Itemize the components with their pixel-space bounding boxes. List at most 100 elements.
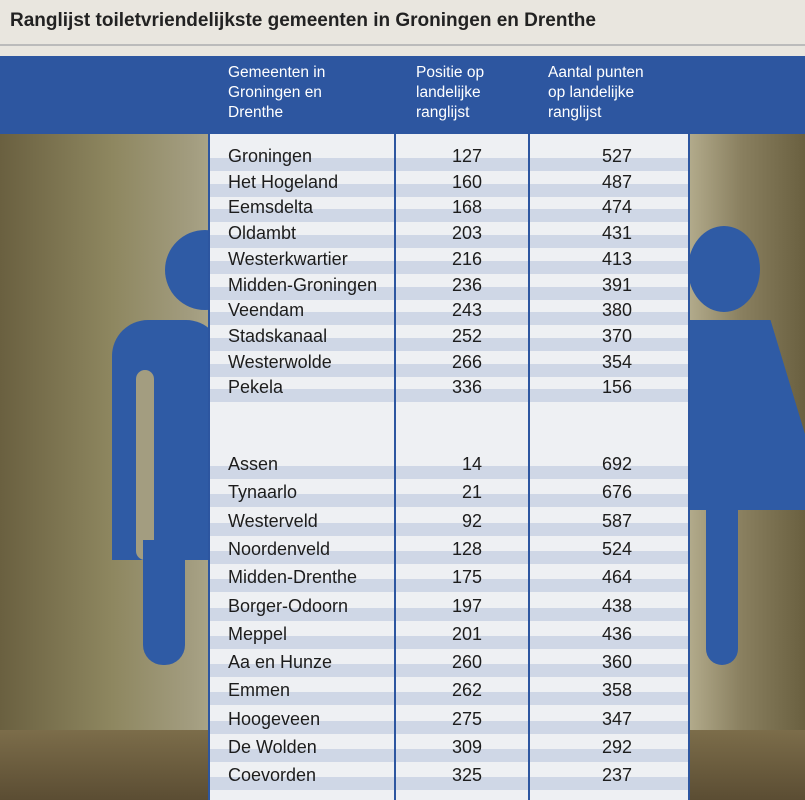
national-points: 438: [601, 595, 632, 616]
row-stripe: [210, 494, 688, 508]
row-stripe: [210, 720, 688, 734]
municipality-name: Veendam: [228, 300, 305, 321]
national-position: 243: [451, 300, 482, 321]
municipality-name: Coevorden: [228, 765, 317, 786]
man-pictogram-leg-icon: [143, 540, 185, 665]
municipality-name: Westerveld: [228, 510, 318, 531]
municipality-name: Hoogeveen: [228, 708, 321, 729]
national-points: 380: [601, 300, 632, 321]
national-position: 160: [451, 171, 482, 192]
municipality-name: Westerwolde: [228, 351, 332, 372]
table-row: Borger-Odoorn 197 438: [208, 596, 690, 622]
table-row: Aa en Hunze 260 360: [208, 652, 690, 678]
table-row: Westerkwartier 216 413: [208, 249, 690, 275]
table-row: Meppel 201 436: [208, 624, 690, 650]
national-position: 266: [451, 351, 482, 372]
national-points: 474: [601, 197, 632, 218]
municipality-name: De Wolden: [228, 737, 317, 757]
municipality-name: Midden-Drenthe: [228, 567, 358, 588]
national-position: 203: [451, 223, 482, 244]
table-row: Noordenveld 128 524: [208, 539, 690, 565]
national-points: 370: [601, 325, 632, 346]
national-points: 292: [601, 737, 632, 757]
municipality-name: Emmen: [228, 680, 291, 701]
national-points: 413: [601, 248, 632, 269]
municipality-name: Oldambt: [228, 223, 297, 244]
row-stripe: [210, 209, 688, 223]
national-points: 237: [601, 765, 632, 786]
municipality-name: Stadskanaal: [228, 325, 328, 346]
row-stripe: [210, 235, 688, 249]
national-points: 676: [601, 482, 632, 503]
table-row: Pekela 336 156: [208, 377, 690, 403]
national-position: 275: [451, 708, 482, 729]
row-stripe: [210, 777, 688, 791]
national-position: 236: [451, 274, 482, 295]
column-divider: [528, 56, 530, 800]
national-position: 175: [451, 567, 482, 588]
table-row: Tynaarlo 21 676: [208, 482, 690, 508]
table-row: Oldambt 203 431: [208, 223, 690, 249]
man-pictogram-arm-detail: [136, 370, 154, 560]
header-national-position: Positie op landelijke ranglijst: [416, 64, 485, 121]
national-position: 216: [451, 248, 482, 269]
national-points: 431: [601, 223, 632, 244]
title-divider: [0, 44, 805, 46]
municipality-name: Westerkwartier: [228, 248, 348, 269]
national-points: 436: [601, 623, 632, 644]
national-position: 197: [451, 595, 482, 616]
national-points: 347: [601, 708, 632, 729]
table-row: Westerveld 92 587: [208, 511, 690, 537]
man-pictogram-body-icon: [112, 320, 222, 560]
municipality-name: Eemsdelta: [228, 197, 314, 218]
woman-pictogram-leg-icon: [706, 505, 738, 665]
national-points: 354: [601, 351, 632, 372]
row-stripe: [210, 158, 688, 171]
row-stripe: [210, 749, 688, 762]
woman-pictogram-head-icon: [688, 226, 760, 312]
row-stripe: [210, 579, 688, 593]
header-national-points: Aantal punten op landelijke ranglijst: [548, 64, 644, 121]
ranking-table: Gemeenten in Groningen en Drenthe Positi…: [208, 56, 690, 800]
table-row: Veendam 243 380: [208, 300, 690, 326]
table-row: De Wolden 309 292: [208, 737, 690, 763]
national-position: 128: [451, 538, 482, 559]
national-points: 391: [601, 274, 632, 295]
table-row: Assen 14 692: [208, 454, 690, 480]
table-row: Stadskanaal 252 370: [208, 326, 690, 352]
column-divider: [208, 56, 210, 800]
national-position: 325: [451, 765, 482, 786]
column-divider: [394, 56, 396, 800]
table-row: Midden-Drenthe 175 464: [208, 567, 690, 593]
national-points: 587: [601, 510, 632, 531]
municipality-name: Tynaarlo: [228, 482, 298, 503]
national-position: 336: [451, 377, 482, 398]
national-points: 358: [601, 680, 632, 701]
municipality-name: Meppel: [228, 623, 288, 644]
national-points: 156: [601, 377, 632, 398]
municipality-name: Noordenveld: [228, 538, 331, 559]
municipality-name: Assen: [228, 454, 279, 474]
national-position: 309: [451, 737, 482, 757]
row-stripe: [210, 337, 688, 351]
national-position: 252: [451, 325, 482, 346]
national-position: 260: [451, 652, 482, 673]
municipality-name: Groningen: [228, 146, 313, 166]
row-stripe: [210, 664, 688, 678]
column-divider: [688, 56, 690, 800]
table-row: Emmen 262 358: [208, 680, 690, 706]
municipality-name: Midden-Groningen: [228, 274, 378, 295]
row-stripe: [210, 466, 688, 479]
row-stripe: [210, 389, 688, 403]
national-points: 487: [601, 171, 632, 192]
header-municipalities: Gemeenten in Groningen en Drenthe: [228, 64, 326, 121]
row-stripe: [210, 363, 688, 377]
table-row: Het Hogeland 160 487: [208, 172, 690, 198]
national-points: 524: [601, 538, 632, 559]
municipality-name: Het Hogeland: [228, 171, 339, 192]
national-position: 92: [461, 510, 482, 531]
national-position: 21: [461, 482, 482, 503]
national-points: 464: [601, 567, 632, 588]
national-position: 14: [461, 454, 482, 474]
national-position: 168: [451, 197, 482, 218]
